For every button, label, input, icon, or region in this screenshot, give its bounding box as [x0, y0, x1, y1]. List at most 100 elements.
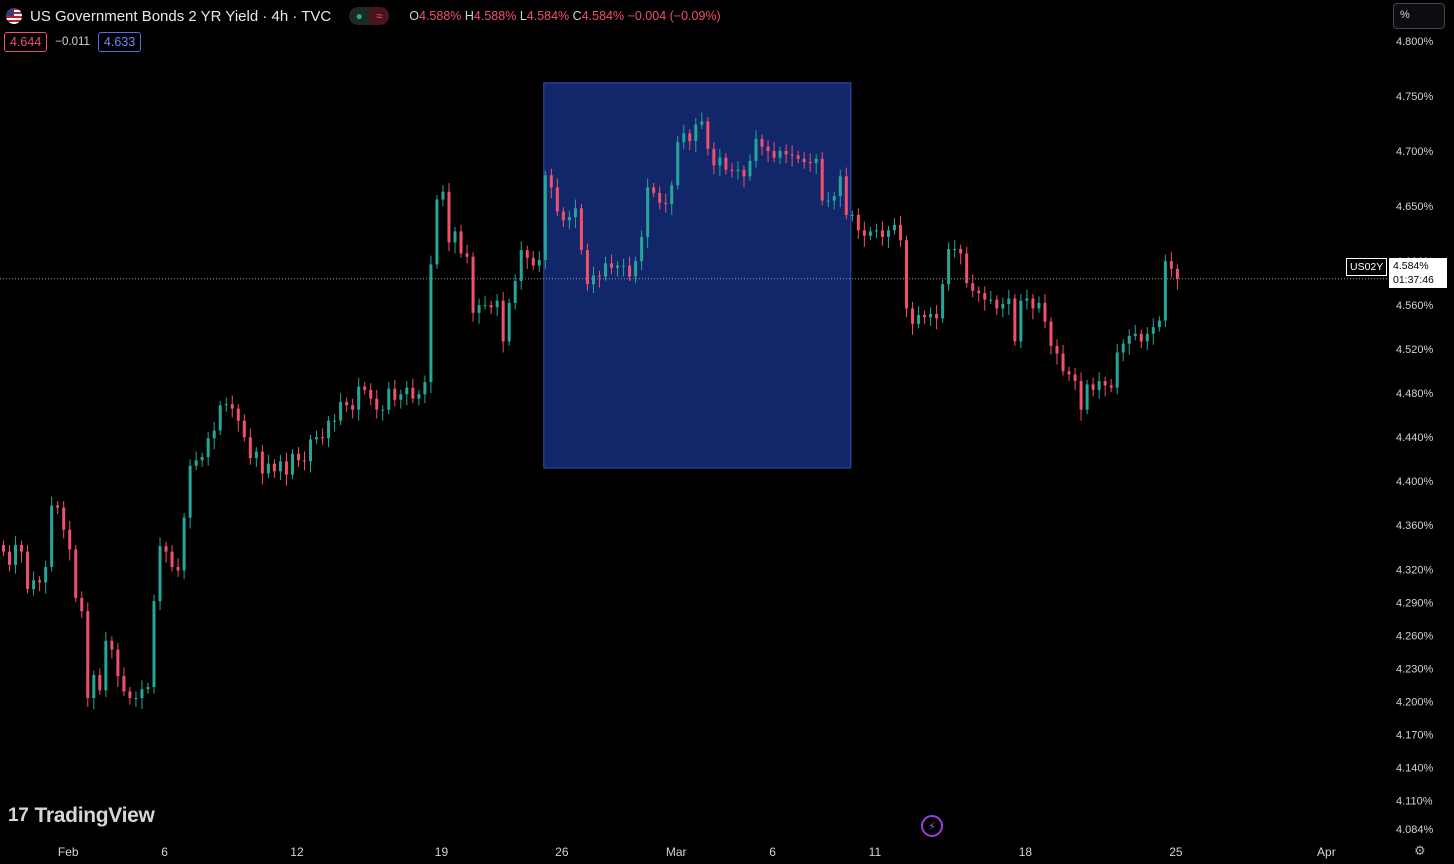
- candle: [447, 182, 451, 252]
- candle: [905, 235, 908, 318]
- unit-selector[interactable]: %: [1393, 3, 1445, 29]
- candle: [14, 536, 18, 574]
- candle: [272, 459, 276, 478]
- candle: [1121, 339, 1125, 362]
- candles-group: [2, 112, 1179, 710]
- x-tick-label: 25: [1169, 845, 1183, 859]
- candle: [74, 545, 78, 603]
- candle: [1001, 297, 1005, 318]
- close-value: 4.584%: [581, 9, 625, 23]
- green-dot-icon: ●: [349, 7, 370, 25]
- candle: [483, 296, 487, 310]
- candle: [995, 295, 999, 316]
- y-tick-label: 4.200%: [1396, 696, 1434, 708]
- bid-button[interactable]: 4.644: [4, 32, 48, 52]
- candle: [591, 266, 595, 294]
- close-label: C: [572, 9, 582, 23]
- candle: [1103, 376, 1107, 397]
- chart-legend: US Government Bonds 2 YR Yield · 4h · TV…: [6, 5, 721, 27]
- candle: [315, 430, 319, 444]
- candle: [296, 447, 300, 467]
- x-tick-label: 6: [161, 845, 168, 859]
- tradingview-logo[interactable]: 17 TradingView: [8, 804, 155, 828]
- candle: [110, 636, 114, 659]
- candle: [965, 246, 969, 288]
- candle: [134, 691, 138, 707]
- candle: [989, 290, 993, 305]
- candle: [441, 185, 445, 207]
- candle: [911, 301, 915, 335]
- candle: [254, 447, 258, 467]
- wave-icon: ≈: [369, 7, 390, 25]
- candle: [1139, 329, 1143, 349]
- candle: [465, 244, 469, 264]
- candle: [892, 218, 896, 235]
- y-tick-label: 4.260%: [1396, 630, 1434, 642]
- status-pill[interactable]: ● ≈: [349, 7, 390, 25]
- candle: [898, 215, 902, 247]
- last-price-tag: 4.584% 01:37:46: [1389, 258, 1447, 288]
- candle: [248, 428, 252, 465]
- y-tick-label: 4.360%: [1396, 520, 1434, 532]
- candle: [531, 251, 535, 270]
- candle: [1163, 254, 1167, 328]
- bolt-icon[interactable]: ⚡: [921, 815, 943, 837]
- y-axis[interactable]: 4.800%4.750%4.700%4.650%4.600%4.560%4.52…: [1396, 36, 1434, 836]
- candle: [459, 224, 463, 258]
- candle: [2, 540, 5, 557]
- ask-button[interactable]: 4.633: [97, 32, 142, 52]
- candle: [917, 306, 921, 329]
- candle: [471, 252, 475, 322]
- candle: [880, 221, 884, 246]
- candle: [537, 251, 541, 273]
- candle: [453, 226, 457, 254]
- candle: [176, 558, 180, 577]
- candle: [345, 397, 349, 412]
- candle: [182, 513, 186, 580]
- candle: [941, 279, 945, 323]
- candle: [579, 203, 583, 255]
- candle: [676, 135, 680, 190]
- x-axis[interactable]: Feb 6 12 19 26 Mar 6 11 18 25 Apr: [58, 845, 1336, 859]
- candle: [700, 112, 704, 130]
- candle: [399, 389, 403, 409]
- gear-icon[interactable]: ⚙: [1414, 843, 1426, 858]
- y-tick-label: 4.140%: [1396, 762, 1434, 774]
- candle: [573, 199, 577, 229]
- y-tick-label: 4.290%: [1396, 597, 1434, 609]
- candle: [862, 221, 866, 247]
- candle: [8, 545, 12, 572]
- candle: [844, 167, 848, 220]
- candle: [778, 146, 782, 165]
- candle: [1019, 294, 1023, 349]
- candle: [682, 124, 686, 149]
- candle: [1157, 316, 1161, 332]
- candle: [610, 254, 614, 275]
- candle: [333, 414, 337, 432]
- candle: [1061, 344, 1065, 376]
- candle: [369, 383, 373, 406]
- candle: [1115, 343, 1119, 395]
- candle: [525, 245, 529, 269]
- candle: [718, 148, 722, 177]
- highlight-rectangle[interactable]: [543, 82, 852, 469]
- candle: [1175, 264, 1179, 290]
- candle: [1013, 294, 1017, 346]
- candle: [194, 451, 198, 471]
- bid-ask-row: 4.644 −0.011 4.633: [4, 32, 142, 52]
- candle: [224, 397, 228, 412]
- candle: [104, 632, 108, 697]
- candle: [1067, 366, 1071, 382]
- candle: [80, 591, 84, 618]
- last-price: 4.584%: [1393, 260, 1429, 272]
- symbol-title[interactable]: US Government Bonds 2 YR Yield · 4h · TV…: [30, 7, 332, 25]
- candle: [983, 286, 987, 311]
- candle: [730, 163, 734, 178]
- candle: [1007, 289, 1011, 316]
- candle: [947, 242, 951, 291]
- candle: [826, 191, 830, 208]
- candle: [411, 378, 415, 404]
- candle: [1049, 317, 1053, 355]
- candle: [724, 153, 728, 175]
